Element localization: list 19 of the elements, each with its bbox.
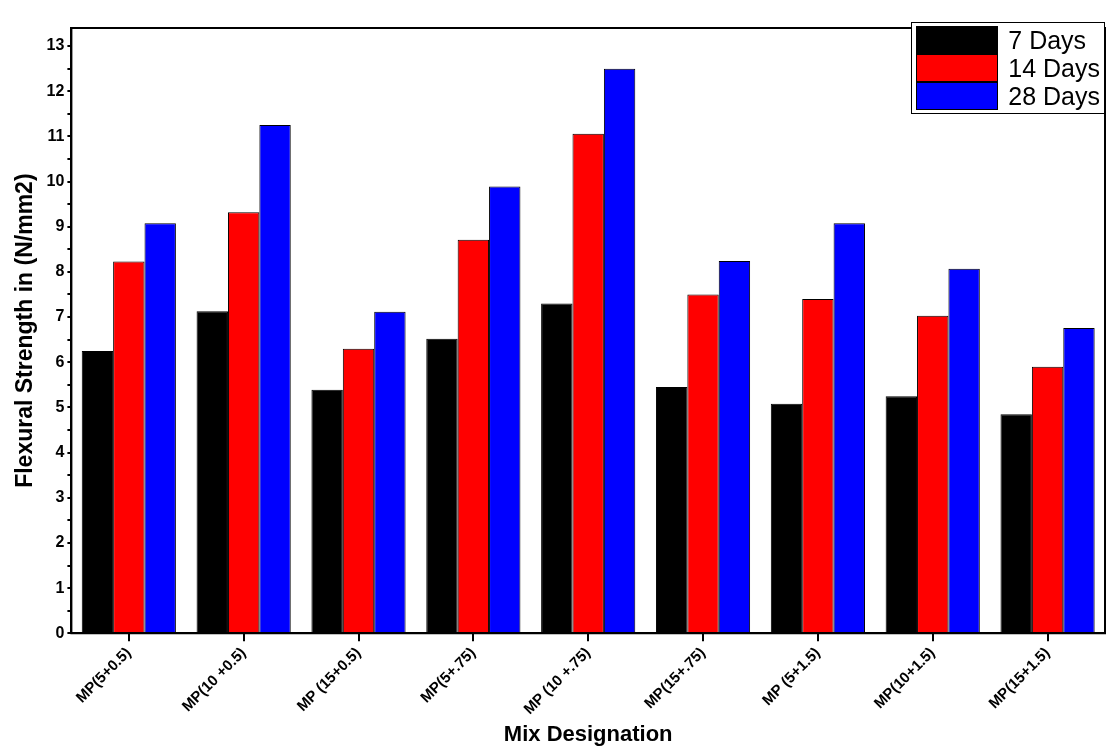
y-tick-label: 11 — [47, 126, 65, 144]
y-tick-label: 13 — [46, 36, 65, 54]
y-tick-label: 4 — [55, 443, 65, 460]
y-tick-label: 8 — [55, 262, 65, 280]
legend-label: 14 Days — [1008, 54, 1100, 82]
y-tick-label: 9 — [55, 217, 65, 235]
legend-label: 28 Days — [1008, 82, 1100, 110]
y-tick-label: 2 — [55, 533, 65, 551]
y-tick-label: 7 — [55, 307, 65, 325]
y-tick-label: 10 — [46, 171, 65, 189]
y-axis-title: Flexural Strength in (N/mm2) — [11, 173, 38, 488]
y-tick-label: 5 — [55, 397, 65, 415]
legend-label: 7 Days — [1008, 26, 1087, 54]
y-tick-label: 0 — [55, 623, 65, 641]
y-tick-label: 3 — [55, 488, 65, 506]
y-tick-label: 12 — [46, 81, 65, 99]
x-axis-title: Mix Designation — [503, 720, 673, 746]
y-tick-label: 6 — [55, 352, 65, 370]
y-tick-label: 1 — [55, 578, 65, 596]
